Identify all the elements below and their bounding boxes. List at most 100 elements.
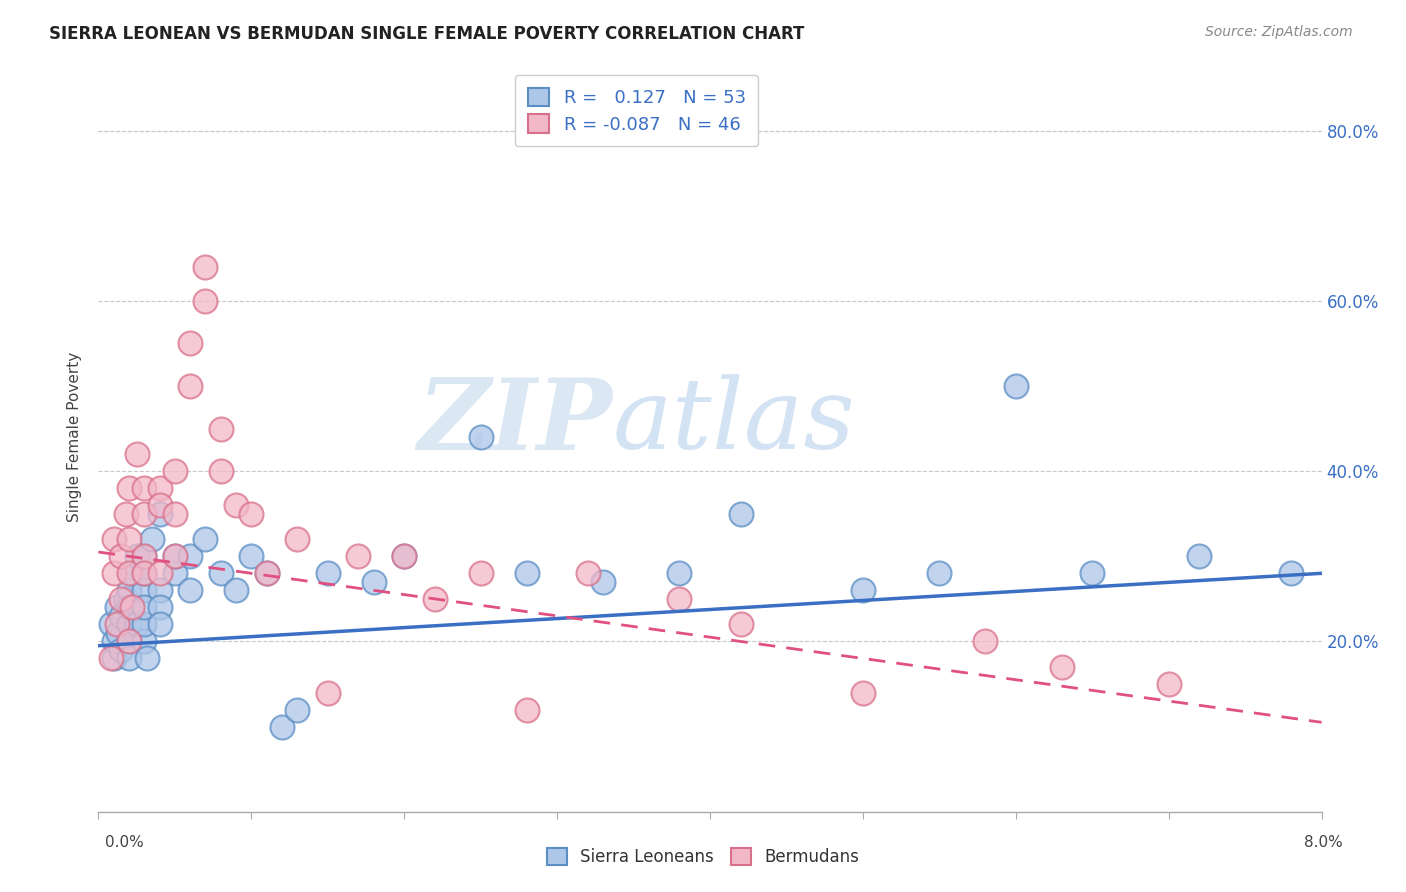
- Point: [209, 464, 232, 478]
- Point: [576, 566, 599, 581]
- Point: [115, 591, 138, 606]
- Point: [125, 617, 148, 632]
- Legend: R =   0.127   N = 53, R = -0.087   N = 46: R = 0.127 N = 53, R = -0.087 N = 46: [515, 75, 758, 146]
- Point: [163, 464, 186, 478]
- Point: [118, 566, 141, 581]
- Point: [347, 549, 370, 564]
- Point: [115, 507, 138, 521]
- Point: [141, 533, 163, 547]
- Point: [134, 634, 156, 648]
- Point: [134, 600, 156, 615]
- Point: [149, 507, 172, 521]
- Point: [392, 549, 416, 564]
- Point: [110, 591, 132, 606]
- Point: [194, 533, 217, 547]
- Point: [125, 447, 148, 461]
- Point: [470, 566, 492, 581]
- Point: [1279, 566, 1302, 581]
- Legend: Sierra Leoneans, Bermudans: Sierra Leoneans, Bermudans: [538, 840, 868, 875]
- Point: [1157, 677, 1180, 691]
- Point: [928, 566, 950, 581]
- Point: [134, 583, 156, 598]
- Point: [118, 617, 141, 632]
- Text: ZIP: ZIP: [418, 374, 612, 470]
- Point: [225, 498, 247, 512]
- Point: [668, 566, 690, 581]
- Point: [852, 583, 875, 598]
- Point: [118, 583, 141, 598]
- Point: [209, 421, 232, 435]
- Point: [225, 583, 247, 598]
- Point: [270, 720, 294, 734]
- Point: [240, 549, 263, 564]
- Point: [256, 566, 278, 581]
- Point: [592, 574, 614, 589]
- Point: [100, 617, 122, 632]
- Point: [110, 549, 132, 564]
- Point: [134, 549, 156, 564]
- Point: [194, 260, 217, 274]
- Point: [103, 634, 125, 648]
- Point: [134, 507, 156, 521]
- Point: [392, 549, 416, 564]
- Point: [163, 549, 186, 564]
- Point: [179, 583, 201, 598]
- Point: [1004, 379, 1026, 393]
- Point: [423, 591, 446, 606]
- Point: [149, 617, 172, 632]
- Text: 8.0%: 8.0%: [1303, 836, 1343, 850]
- Point: [1188, 549, 1211, 564]
- Point: [103, 533, 125, 547]
- Point: [103, 651, 125, 665]
- Point: [134, 566, 156, 581]
- Point: [149, 600, 172, 615]
- Point: [134, 549, 156, 564]
- Point: [134, 617, 156, 632]
- Point: [121, 600, 143, 615]
- Point: [668, 591, 690, 606]
- Point: [134, 566, 156, 581]
- Point: [363, 574, 385, 589]
- Point: [256, 566, 278, 581]
- Point: [107, 626, 129, 640]
- Point: [179, 336, 201, 351]
- Point: [194, 293, 217, 308]
- Point: [110, 608, 132, 623]
- Point: [285, 533, 308, 547]
- Point: [149, 498, 172, 512]
- Point: [163, 507, 186, 521]
- Point: [316, 566, 339, 581]
- Point: [118, 651, 141, 665]
- Point: [100, 651, 122, 665]
- Point: [179, 379, 201, 393]
- Point: [470, 430, 492, 444]
- Point: [149, 583, 172, 598]
- Point: [516, 566, 538, 581]
- Point: [179, 549, 201, 564]
- Point: [163, 549, 186, 564]
- Point: [730, 507, 752, 521]
- Point: [105, 600, 128, 615]
- Y-axis label: Single Female Poverty: Single Female Poverty: [67, 352, 83, 522]
- Point: [149, 481, 172, 495]
- Point: [1081, 566, 1104, 581]
- Point: [125, 549, 148, 564]
- Point: [852, 685, 875, 699]
- Point: [136, 651, 159, 665]
- Point: [134, 481, 156, 495]
- Point: [118, 600, 141, 615]
- Point: [121, 566, 143, 581]
- Text: Source: ZipAtlas.com: Source: ZipAtlas.com: [1205, 25, 1353, 39]
- Point: [1050, 660, 1073, 674]
- Point: [149, 566, 172, 581]
- Point: [103, 566, 125, 581]
- Point: [118, 533, 141, 547]
- Point: [105, 617, 128, 632]
- Point: [209, 566, 232, 581]
- Text: atlas: atlas: [612, 375, 855, 470]
- Text: SIERRA LEONEAN VS BERMUDAN SINGLE FEMALE POVERTY CORRELATION CHART: SIERRA LEONEAN VS BERMUDAN SINGLE FEMALE…: [49, 25, 804, 43]
- Point: [118, 634, 141, 648]
- Point: [240, 507, 263, 521]
- Point: [730, 617, 752, 632]
- Point: [118, 481, 141, 495]
